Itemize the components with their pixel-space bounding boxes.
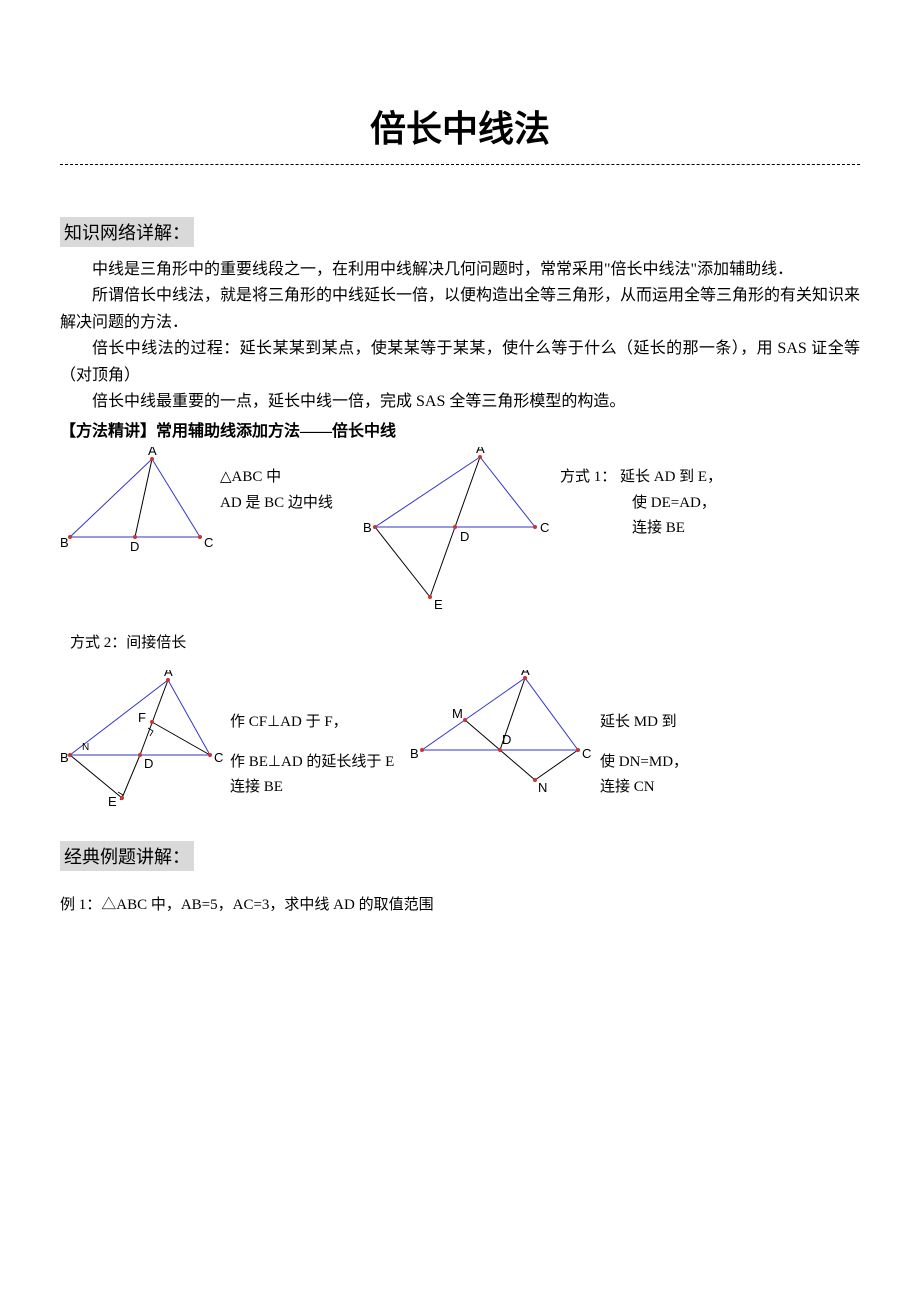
triangle-abc-icon: A B C D bbox=[60, 447, 220, 557]
fig4-caption-l1: 延长 MD 到 bbox=[600, 710, 688, 736]
intro-paragraphs: 中线是三角形中的重要线段之一，在利用中线解决几何问题时，常常采用"倍长中线法"添… bbox=[60, 257, 860, 415]
fig1-caption-l2: AD 是 BC 边中线 bbox=[220, 491, 360, 517]
fig3-caption-l2: 作 BE⊥AD 的延长线于 E bbox=[230, 750, 410, 776]
fig2-caption-l1: 方式 1： 延长 AD 到 E， bbox=[560, 465, 722, 491]
label-A3: A bbox=[164, 670, 173, 679]
label-C3: C bbox=[214, 750, 223, 765]
label-A: A bbox=[148, 447, 157, 458]
figure-3-caption: 作 CF⊥AD 于 F， 作 BE⊥AD 的延长线于 E 连接 BE bbox=[230, 670, 410, 801]
label-A4: A bbox=[521, 670, 530, 678]
figure-2-caption: 方式 1： 延长 AD 到 E， 使 DE=AD， 连接 BE bbox=[560, 447, 722, 542]
label-D4: D bbox=[502, 732, 511, 747]
title-divider bbox=[60, 164, 860, 165]
label-B3: B bbox=[60, 750, 69, 765]
triangle-mdn-icon: A B C D M N bbox=[410, 670, 600, 815]
label-C4: C bbox=[582, 746, 591, 761]
method-heading: 【方法精讲】常用辅助线添加方法——倍长中线 bbox=[60, 417, 860, 441]
label-B4: B bbox=[410, 746, 419, 761]
figure-2: A B C D E bbox=[360, 447, 560, 617]
label-N4: N bbox=[538, 780, 547, 795]
label-B: B bbox=[60, 535, 69, 550]
fig3-caption-l3: 连接 BE bbox=[230, 775, 410, 801]
label-B2: B bbox=[363, 520, 372, 535]
intro-p3: 倍长中线法的过程：延长某某到某点，使某某等于某某，使什么等于什么（延长的那一条）… bbox=[60, 336, 860, 389]
fig3-caption-l1: 作 CF⊥AD 于 F， bbox=[230, 710, 410, 736]
label-C2: C bbox=[540, 520, 549, 535]
label-D: D bbox=[130, 539, 139, 554]
figure-1: A B C D bbox=[60, 447, 220, 557]
label-E3: E bbox=[108, 794, 117, 809]
label-M4: M bbox=[452, 706, 463, 721]
label-D3: D bbox=[144, 756, 153, 771]
figure-1-caption: △ABC 中 AD 是 BC 边中线 bbox=[220, 447, 360, 516]
figure-4-caption: 延长 MD 到 使 DN=MD， 连接 CN bbox=[600, 670, 688, 801]
label-N3: N bbox=[82, 742, 89, 753]
label-D2: D bbox=[460, 529, 469, 544]
fig1-caption-l1: △ABC 中 bbox=[220, 465, 360, 491]
method-2-caption: 方式 2：间接倍长 bbox=[70, 631, 860, 652]
fig2-caption-l3: 连接 BE bbox=[560, 516, 722, 542]
section-heading-knowledge: 知识网络详解： bbox=[60, 217, 194, 247]
diagram-row-1: A B C D △ABC 中 AD 是 BC 边中线 bbox=[60, 447, 860, 617]
intro-p2: 所谓倍长中线法，就是将三角形的中线延长一倍，以便构造出全等三角形，从而运用全等三… bbox=[60, 283, 860, 336]
intro-p4: 倍长中线最重要的一点，延长中线一倍，完成 SAS 全等三角形模型的构造。 bbox=[60, 389, 860, 415]
page: 倍长中线法 知识网络详解： 中线是三角形中的重要线段之一，在利用中线解决几何问题… bbox=[0, 0, 920, 974]
fig4-caption-l3: 连接 CN bbox=[600, 775, 688, 801]
label-E2: E bbox=[434, 597, 443, 612]
triangle-abc-extended-icon: A B C D E bbox=[360, 447, 560, 617]
intro-p1: 中线是三角形中的重要线段之一，在利用中线解决几何问题时，常常采用"倍长中线法"添… bbox=[60, 257, 860, 283]
fig4-caption-l2: 使 DN=MD， bbox=[600, 750, 688, 776]
figure-3: A B C D E F N bbox=[60, 670, 230, 810]
figure-4: A B C D M N bbox=[410, 670, 600, 815]
label-F3: F bbox=[138, 710, 146, 725]
label-A2: A bbox=[476, 447, 485, 456]
fig2-caption-l2: 使 DE=AD， bbox=[560, 491, 722, 517]
triangle-perp-icon: A B C D E F N bbox=[60, 670, 230, 810]
section-heading-examples: 经典例题讲解： bbox=[60, 841, 194, 871]
label-C: C bbox=[204, 535, 213, 550]
diagram-row-2: A B C D E F N 作 CF⊥AD 于 F， 作 BE⊥AD 的延长线于… bbox=[60, 670, 860, 815]
example-1: 例 1：△ABC 中，AB=5，AC=3，求中线 AD 的取值范围 bbox=[60, 893, 860, 914]
page-title: 倍长中线法 bbox=[60, 100, 860, 152]
